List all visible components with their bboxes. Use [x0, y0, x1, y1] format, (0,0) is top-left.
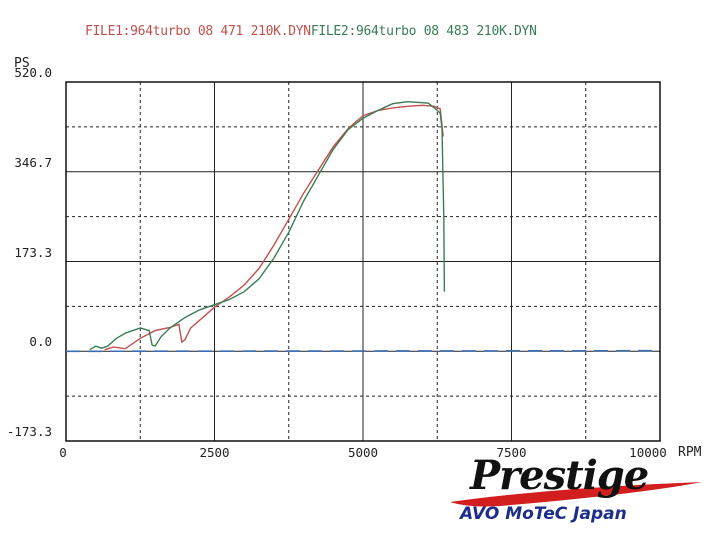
plot-frame — [65, 81, 661, 442]
y-axis-unit: PS — [14, 56, 30, 71]
baseline-series-line — [65, 349, 661, 353]
x-tick-label: 10000 — [629, 445, 667, 460]
y-tick-label: 0.0 — [29, 334, 52, 350]
x-tick-label: 7500 — [496, 445, 527, 460]
logo-subline: AVO MoTeC Japan — [460, 504, 627, 524]
x-tick-label: 5000 — [347, 445, 379, 460]
chart-legend: FILE1:964turbo 08 471 210K.DYNFILE2:964t… — [85, 24, 537, 39]
prestige-logo: Prestige AVO MoTeC Japan — [440, 452, 710, 536]
x-tick-label: 2500 — [199, 445, 230, 460]
y-tick-label: 173.3 — [14, 244, 52, 260]
y-tick-label: 346.7 — [14, 154, 52, 170]
x-tick-label: 0 — [59, 445, 67, 460]
y-tick-label: 520.0 — [14, 65, 52, 80]
series-line-2 — [89, 100, 446, 351]
legend-file2: FILE2:964turbo 08 483 210K.DYN — [310, 24, 537, 39]
y-tick-label: -173.3 — [6, 424, 52, 439]
legend-file1: FILE1:964turbo 08 471 210K.DYN — [85, 24, 311, 39]
series-line-1 — [104, 104, 444, 351]
logo-swoosh — [450, 482, 702, 507]
logo-brand: Prestige — [470, 452, 649, 499]
x-axis-unit: RPM — [678, 445, 702, 460]
